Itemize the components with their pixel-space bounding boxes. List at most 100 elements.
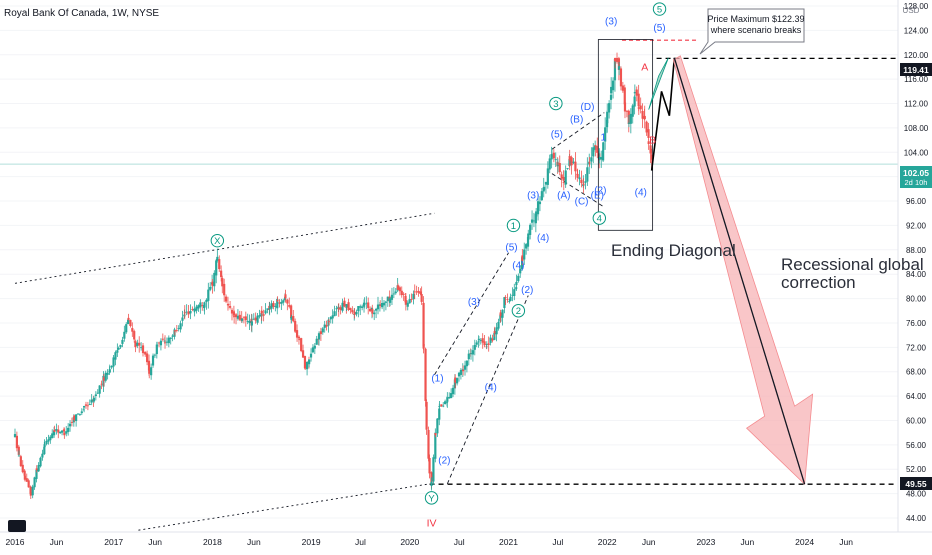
x-tick-label: 2019 (302, 537, 321, 547)
candle-body (195, 306, 198, 311)
ending-lower-line (551, 173, 605, 208)
callout-line-2: where scenario breaks (710, 25, 802, 35)
candle-body (169, 337, 172, 339)
candle (112, 355, 115, 373)
candle (294, 318, 297, 334)
candle (171, 334, 174, 342)
candle (600, 150, 603, 168)
candle (39, 456, 42, 468)
candle-body (355, 312, 358, 315)
candle (138, 336, 141, 353)
candle (86, 401, 89, 411)
high-price-badge-bg (900, 63, 932, 76)
candle-body (274, 305, 277, 307)
candle-body (189, 311, 192, 314)
candle (21, 460, 24, 474)
candle-body (33, 477, 36, 488)
candle-body (647, 129, 650, 138)
candle-body (580, 179, 583, 184)
candle (110, 365, 113, 370)
candle (635, 86, 638, 102)
current-price-badge: 102.05 2d 10h (900, 166, 932, 188)
candle-body (104, 372, 107, 381)
candle (576, 168, 579, 178)
candle-body (147, 360, 151, 371)
candle (363, 297, 366, 309)
candle (415, 285, 418, 295)
x-tick-label: Jun (50, 537, 64, 547)
candle (84, 401, 88, 409)
candle-body (349, 308, 352, 310)
candle (144, 351, 147, 357)
candle (218, 255, 221, 272)
candle (592, 143, 595, 164)
candle-body (538, 201, 542, 205)
candle-body (129, 319, 132, 327)
candle-body (513, 289, 516, 297)
candle (369, 306, 372, 313)
candle (146, 350, 149, 366)
candle-body (406, 302, 409, 307)
candle-body (183, 312, 186, 314)
wave-label: (3) (468, 297, 480, 308)
candle-body (635, 89, 638, 96)
candle (523, 242, 526, 265)
candle-body (228, 305, 232, 308)
candle-body (216, 256, 219, 261)
candle-body (238, 314, 241, 320)
candle (615, 52, 619, 64)
candle (276, 296, 279, 303)
candle (467, 349, 470, 366)
candle-body (63, 432, 66, 436)
candle-body (276, 299, 279, 309)
candle (532, 212, 536, 228)
candle-body (110, 365, 113, 368)
candle (367, 297, 370, 315)
candle-body (535, 211, 538, 217)
y-tick-label: 128.00 (904, 2, 929, 11)
candle (238, 310, 241, 322)
candle (355, 309, 358, 317)
candle-body (625, 110, 628, 112)
candle-body (244, 316, 247, 321)
candle-body (223, 283, 226, 296)
candle (102, 373, 105, 387)
candle (436, 418, 439, 437)
candle-body (311, 347, 315, 353)
candle-body (606, 111, 609, 124)
x-tick-label: 2024 (795, 537, 814, 547)
candle (133, 329, 136, 343)
candle-body (444, 401, 447, 405)
candle-body (592, 147, 595, 157)
candle-body (35, 468, 38, 470)
candle-body (574, 161, 577, 172)
y-tick-label: 60.00 (906, 416, 927, 425)
y-tick-label: 88.00 (906, 246, 927, 255)
x-tick-label: Jun (741, 537, 755, 547)
candle (333, 305, 336, 317)
wave-label: (5) (653, 23, 665, 34)
candle (163, 335, 167, 349)
candle (47, 434, 50, 445)
candle (610, 77, 613, 99)
x-tick-label: Jun (247, 537, 261, 547)
wave-label-circle (549, 96, 563, 111)
candle (554, 152, 557, 167)
candle-body (286, 299, 289, 304)
candle-body (602, 150, 605, 161)
candle-body (590, 157, 593, 162)
x-tick-label: Jul (355, 537, 366, 547)
candle (542, 185, 546, 191)
candle (440, 404, 443, 408)
low-price-text: 49.55 (905, 479, 927, 489)
candle (465, 360, 469, 373)
ending-diagonal-box (597, 39, 654, 231)
candle-body (481, 338, 484, 343)
candle (623, 99, 627, 119)
candle-body (614, 57, 617, 62)
candle-body (584, 181, 587, 183)
candle-body (197, 305, 200, 309)
candle (584, 173, 587, 190)
